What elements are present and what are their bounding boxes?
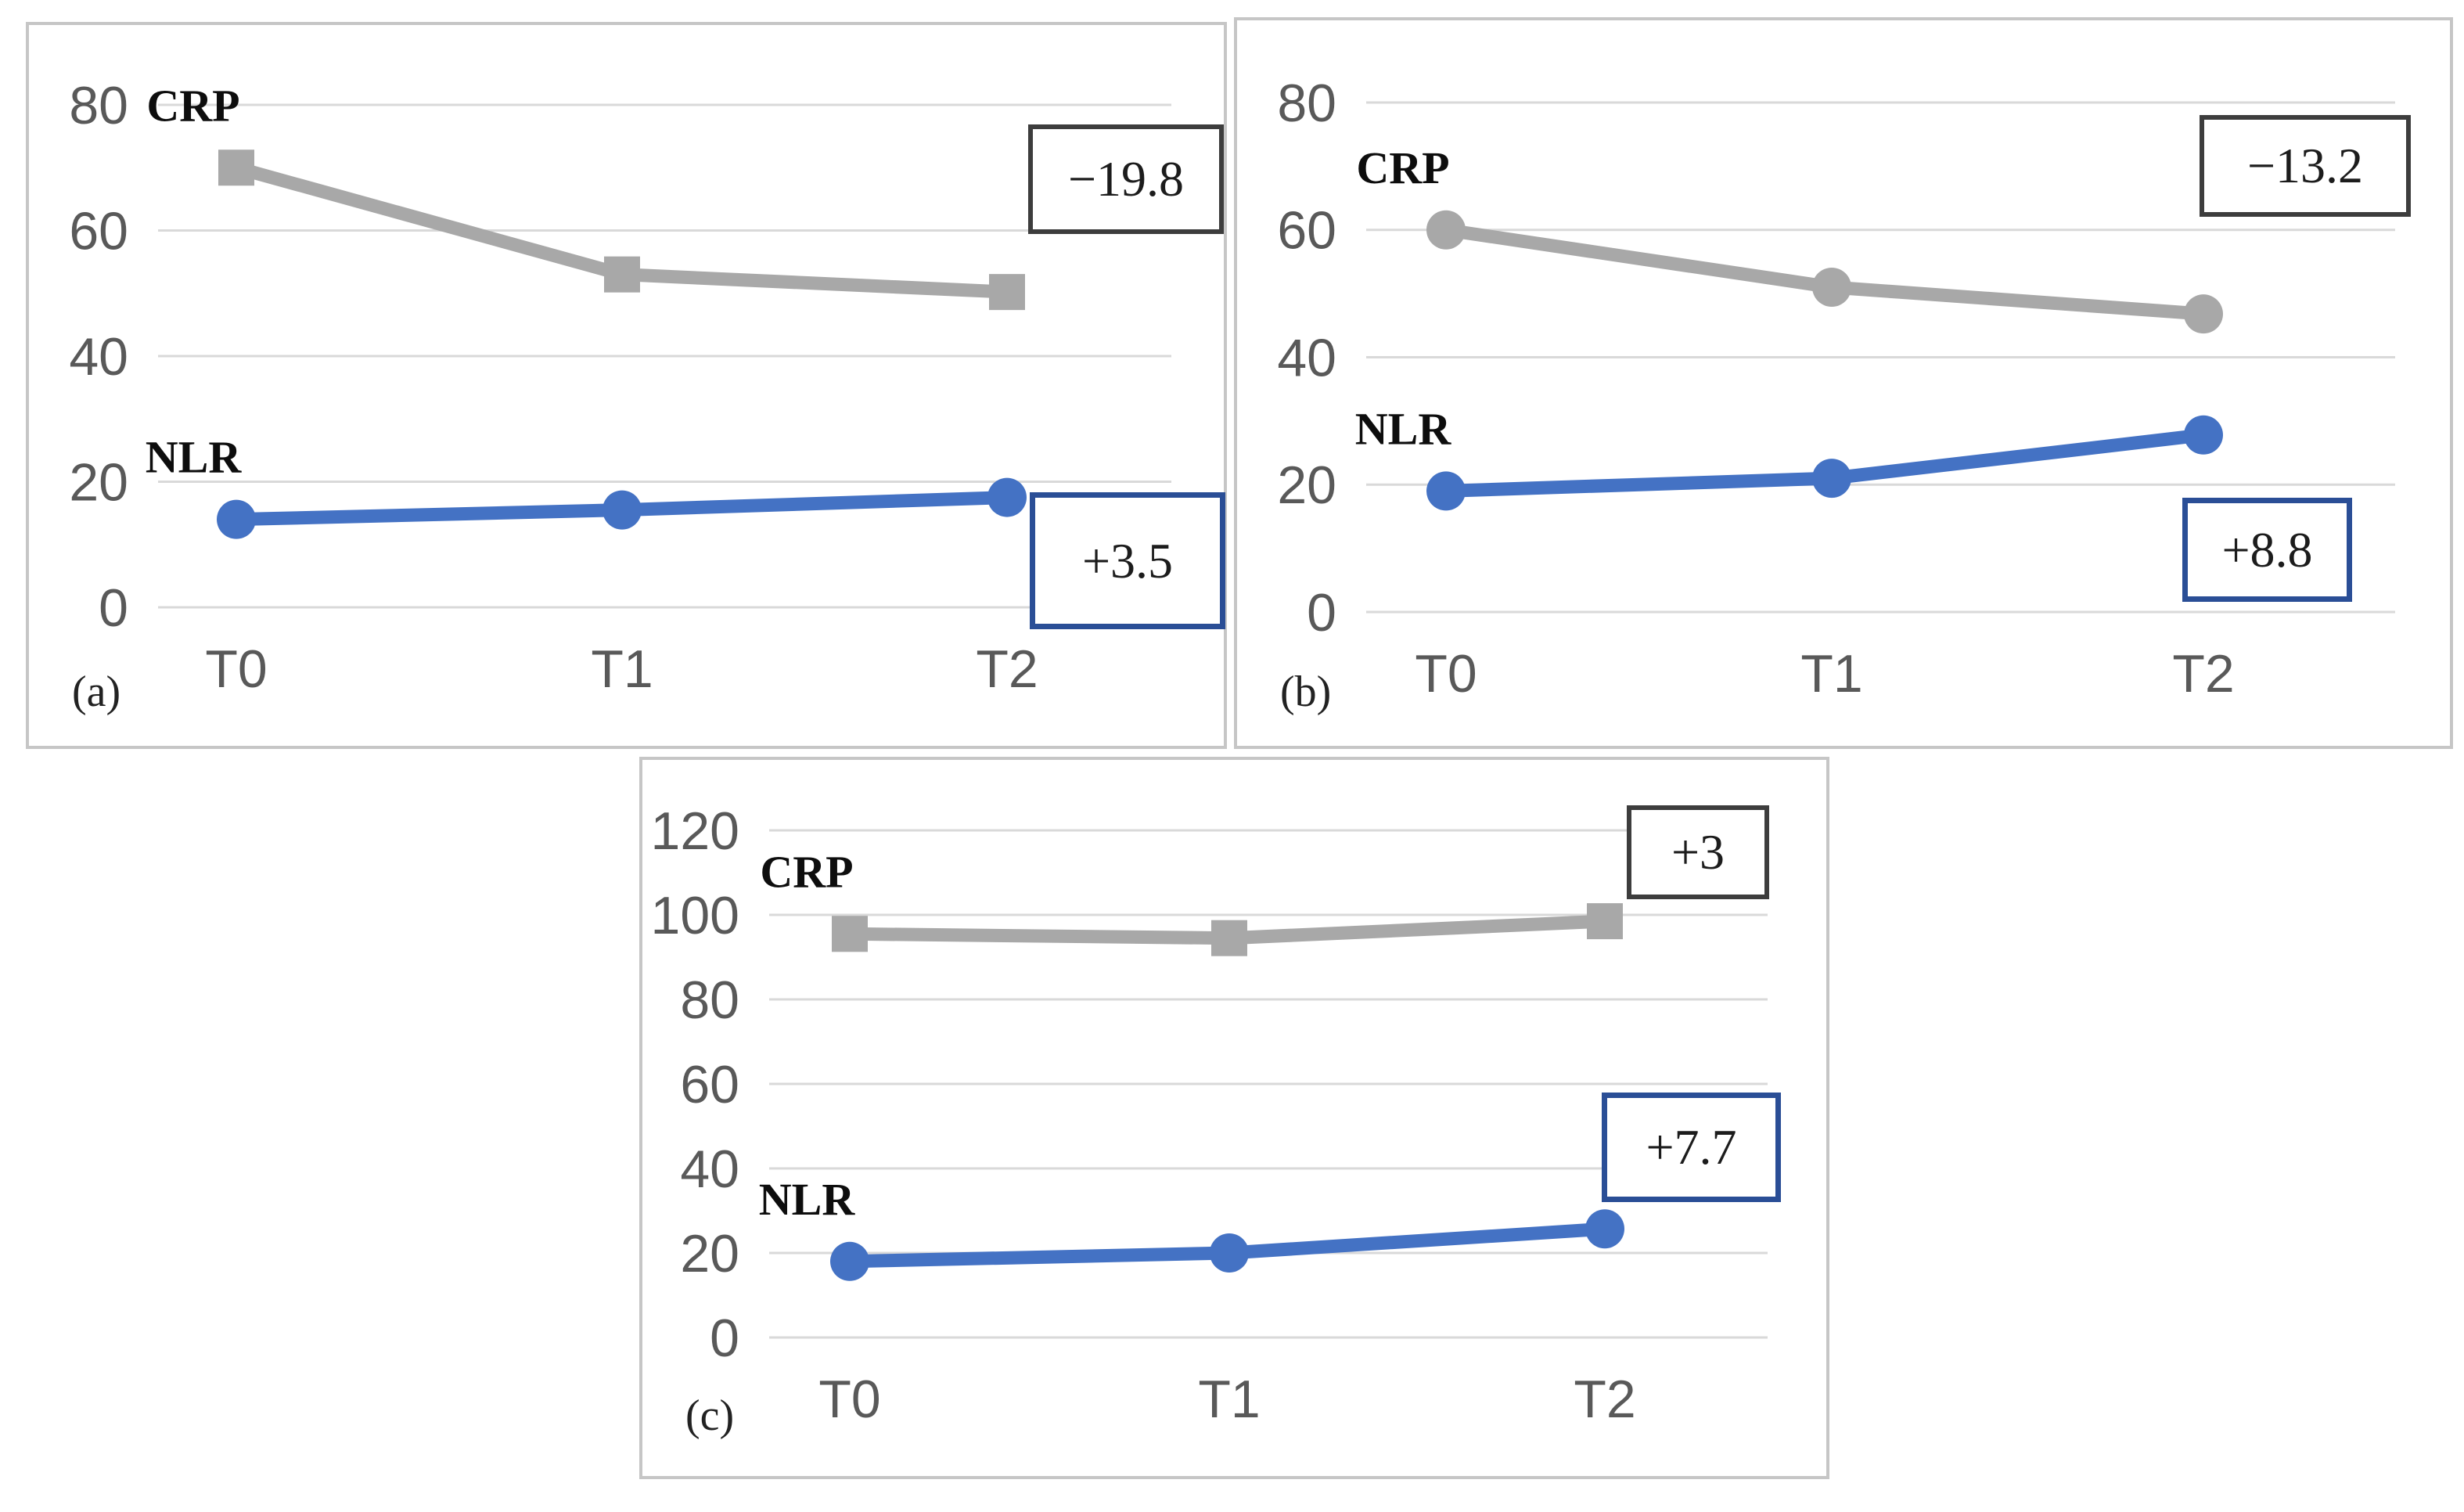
x-axis-tick-label: T2: [2172, 644, 2234, 704]
y-axis-tick-label: 0: [710, 1309, 739, 1368]
nlr-marker-circle: [1812, 459, 1851, 499]
nlr-marker-circle: [987, 477, 1027, 517]
y-axis-tick-label: 60: [680, 1055, 739, 1114]
crp-marker-circle: [1426, 210, 1466, 250]
x-axis-tick-label: T0: [818, 1370, 880, 1429]
crp-delta-value-a: −19.8: [1067, 151, 1185, 207]
x-axis-tick-label: T2: [976, 639, 1038, 699]
nlr-marker-circle: [830, 1241, 869, 1281]
chart-a-plot: 0 20 40 60 80 T0 T1 T2 CRP NLR: [69, 76, 1171, 699]
nlr-marker-circle: [603, 490, 642, 530]
panel-letter-a: (a): [72, 668, 121, 716]
x-axis-tick-label: T2: [1574, 1370, 1635, 1429]
nlr-delta-value-a: +3.5: [1081, 532, 1174, 589]
crp-delta-box-c: +3: [1627, 805, 1769, 899]
crp-delta-value-c: +3: [1671, 824, 1725, 880]
crp-series-label: CRP: [146, 80, 239, 131]
nlr-series-label: NLR: [1355, 403, 1452, 454]
crp-series-label: CRP: [760, 846, 853, 897]
y-axis-tick-label: 0: [1307, 583, 1336, 643]
y-axis-tick-label: 80: [680, 970, 739, 1030]
x-axis-tick-label: T1: [1198, 1370, 1260, 1429]
panel-letter-c: (c): [685, 1391, 735, 1440]
crp-delta-box-a: −19.8: [1028, 124, 1224, 234]
crp-delta-box-b: −13.2: [2200, 115, 2411, 217]
x-axis-tick-label: T0: [1415, 644, 1477, 704]
y-axis-tick-label: 40: [69, 327, 128, 387]
chart-b-plot: 0 20 40 60 80 T0 T1 T2 CRP NLR: [1277, 74, 2395, 704]
nlr-marker-circle: [1426, 471, 1466, 511]
y-axis-tick-label: 20: [680, 1224, 739, 1283]
y-axis-tick-label: 40: [680, 1139, 739, 1199]
nlr-delta-value-b: +8.8: [2221, 521, 2313, 578]
crp-marker-square: [1211, 920, 1247, 956]
crp-delta-value-b: −13.2: [2246, 138, 2364, 193]
nlr-delta-box-c: +7.7: [1602, 1093, 1781, 1202]
crp-series-label: CRP: [1356, 142, 1449, 193]
y-axis-tick-label: 80: [69, 76, 128, 135]
panel-a: 0 20 40 60 80 T0 T1 T2 CRP NLR −19.8 +3.5 (a): [26, 22, 1227, 749]
y-axis-tick-label: 60: [69, 201, 128, 261]
x-axis-tick-label: T1: [1800, 644, 1862, 704]
x-axis-tick-label: T1: [591, 639, 653, 699]
nlr-delta-value-c: +7.7: [1646, 1119, 1737, 1175]
nlr-series-label: NLR: [146, 432, 243, 483]
y-axis-tick-label: 20: [1277, 455, 1336, 515]
x-axis-tick-label: T0: [205, 639, 267, 699]
panel-letter-b: (b): [1280, 668, 1332, 716]
nlr-marker-circle: [2184, 415, 2223, 455]
crp-marker-square: [604, 256, 640, 293]
crp-marker-square: [832, 916, 868, 952]
crp-marker-circle: [2184, 294, 2223, 334]
crp-marker-circle: [1812, 267, 1851, 307]
nlr-series-label: NLR: [759, 1174, 856, 1225]
nlr-marker-circle: [1210, 1233, 1249, 1273]
y-axis-tick-label: 60: [1277, 201, 1336, 261]
crp-marker-square: [1587, 903, 1623, 940]
nlr-marker-circle: [1585, 1209, 1624, 1249]
crp-marker-square: [989, 274, 1025, 311]
y-axis-tick-label: 80: [1277, 74, 1336, 133]
y-axis-tick-label: 120: [651, 801, 739, 861]
y-axis-tick-label: 40: [1277, 328, 1336, 387]
panel-b: 0 20 40 60 80 T0 T1 T2 CRP NLR −13.2 +8.8 (b): [1234, 17, 2453, 749]
y-axis-tick-label: 100: [651, 886, 739, 945]
crp-marker-square: [218, 149, 254, 186]
nlr-delta-box-b: +8.8: [2182, 498, 2352, 602]
y-axis-tick-label: 0: [99, 578, 128, 638]
nlr-marker-circle: [217, 499, 256, 539]
nlr-delta-box-a: +3.5: [1030, 492, 1225, 629]
panel-c: 0 20 40 60 80 100 120 T0 T1 T2 CRP NLR +3 +7.7 (c): [639, 757, 1829, 1479]
y-axis-tick-label: 20: [69, 452, 128, 512]
chart-c-plot: 0 20 40 60 80 100 120 T0 T1 T2 CRP NLR: [651, 801, 1768, 1429]
